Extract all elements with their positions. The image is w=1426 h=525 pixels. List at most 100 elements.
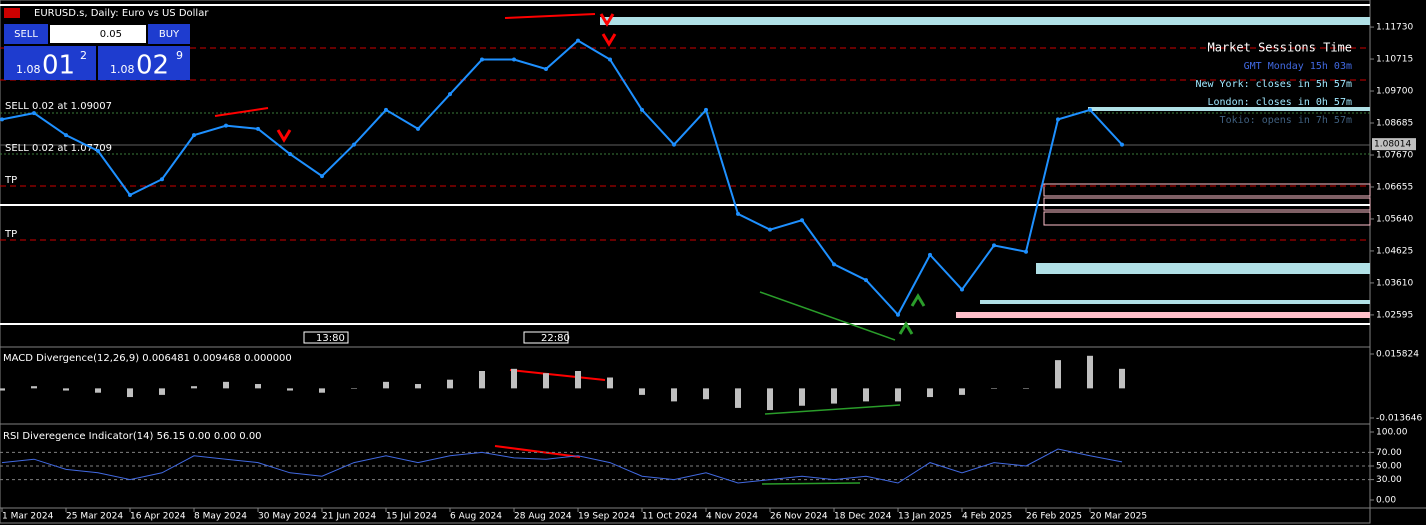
- close-point: [832, 262, 836, 267]
- macd-bar: [383, 381, 389, 389]
- macd-bar: [0, 388, 5, 391]
- y-tick-label: 1.07670: [1376, 150, 1413, 160]
- close-point: [384, 107, 388, 112]
- y-tick-label: 30.00: [1376, 475, 1402, 485]
- x-tick-label: 4 Nov 2024: [706, 512, 758, 522]
- buy-button[interactable]: [148, 24, 190, 44]
- macd-bar: [415, 384, 421, 389]
- macd-bar: [255, 384, 261, 389]
- zone: [980, 300, 1370, 304]
- close-point: [704, 107, 708, 112]
- zone: [1043, 211, 1371, 226]
- macd-bar: [223, 381, 229, 389]
- close-point: [1088, 107, 1092, 112]
- panel-title: RSI Diveregence Indicator(14) 56.15 0.00…: [3, 431, 262, 442]
- window-title: EURUSD.s, Daily: Euro vs US Dollar: [34, 8, 209, 19]
- close-point: [192, 133, 196, 138]
- macd-bar: [671, 388, 677, 402]
- close-point: [160, 177, 164, 182]
- close-point: [448, 92, 452, 97]
- macd-bar: [959, 388, 965, 395]
- macd-bar: [543, 373, 549, 389]
- y-tick-label: 0.00: [1376, 496, 1396, 506]
- time-marker: [523, 331, 569, 344]
- lot-input[interactable]: [50, 25, 146, 43]
- divergence: [494, 445, 581, 458]
- close-point: [1024, 249, 1028, 254]
- close-point: [608, 57, 612, 62]
- close-point: [416, 126, 420, 131]
- macd-bar: [991, 388, 997, 389]
- x-tick-label: 19 Sep 2024: [578, 512, 635, 522]
- y-tick-label: 1.02595: [1376, 310, 1413, 320]
- macd-bar: [511, 368, 517, 389]
- divergence: [509, 369, 606, 381]
- sell-arrow: [276, 13, 617, 143]
- close-point: [0, 117, 4, 122]
- macd-bar: [31, 386, 37, 389]
- buy-price-box[interactable]: [98, 46, 190, 80]
- close-point: [992, 243, 996, 248]
- panel-title: MACD Divergence(12,26,9) 0.006481 0.0094…: [3, 353, 292, 364]
- y-tick-label: 1.05640: [1376, 214, 1413, 224]
- macd-bar: [319, 388, 325, 393]
- sell-price-big: 1.08: [16, 63, 41, 76]
- sell-price-box[interactable]: [4, 46, 96, 80]
- macd-bar: [1023, 388, 1029, 389]
- y-tick-label: 1.11730: [1376, 23, 1413, 33]
- macd-bar: [1087, 355, 1093, 389]
- buy-price-frac: 9: [176, 49, 183, 62]
- session-gmt: GMT Monday 15h 03m: [1244, 61, 1352, 72]
- x-tick-label: 21 Jun 2024: [322, 512, 376, 522]
- macd-bar: [1119, 368, 1125, 389]
- y-tick-label: 70.00: [1376, 448, 1402, 458]
- macd-bar: [831, 388, 837, 404]
- macd-bar: [95, 388, 101, 393]
- close-point: [256, 126, 260, 131]
- x-tick-label: 25 Mar 2024: [66, 512, 123, 522]
- macd-bar: [799, 388, 805, 406]
- x-tick-label: 26 Feb 2025: [1026, 512, 1082, 522]
- close-point: [640, 107, 644, 112]
- zone: [1043, 183, 1371, 197]
- macd-bar: [703, 388, 709, 400]
- close-point: [576, 38, 580, 43]
- close-point: [864, 278, 868, 283]
- x-tick-label: 30 May 2024: [258, 512, 317, 522]
- buy-price-main: 02: [136, 51, 169, 81]
- x-tick-label: 28 Aug 2024: [514, 512, 572, 522]
- time-label: 22:80: [541, 333, 570, 344]
- divergence: [214, 107, 269, 117]
- time-label: 13:80: [316, 333, 345, 344]
- zone: [600, 17, 1370, 25]
- macd-bar: [479, 370, 485, 389]
- price-line: [1, 448, 1123, 484]
- macd-bar: [639, 388, 645, 395]
- time-marker: [303, 331, 349, 344]
- session-new-york: New York: closes in 5h 57m: [1195, 79, 1352, 90]
- order-label: SELL 0.02 at 1.09007: [5, 101, 112, 112]
- close-point: [512, 57, 516, 62]
- price-line: [1, 39, 1123, 317]
- macd-bar: [895, 388, 901, 402]
- sell-button[interactable]: [4, 24, 48, 44]
- frame: [0, 0, 1371, 524]
- macd-bar: [287, 388, 293, 391]
- tp-label: TP: [4, 175, 17, 186]
- close-point: [800, 218, 804, 223]
- x-tick-label: 6 Aug 2024: [450, 512, 502, 522]
- sell-price-frac: 2: [80, 49, 87, 62]
- macd-bar: [63, 388, 69, 391]
- close-point: [128, 193, 132, 198]
- sell-price-main: 01: [42, 51, 75, 81]
- order-label: SELL 0.02 at 1.07709: [5, 143, 112, 154]
- divergence: [764, 404, 901, 415]
- session-london: London: closes in 0h 57m: [1208, 97, 1353, 108]
- close-point: [224, 123, 228, 128]
- y-tick-label: 100.00: [1376, 428, 1408, 438]
- close-point: [480, 57, 484, 62]
- close-point: [288, 152, 292, 157]
- macd-bar: [735, 388, 741, 408]
- x-tick-label: 4 Feb 2025: [962, 512, 1012, 522]
- close-point: [544, 66, 548, 71]
